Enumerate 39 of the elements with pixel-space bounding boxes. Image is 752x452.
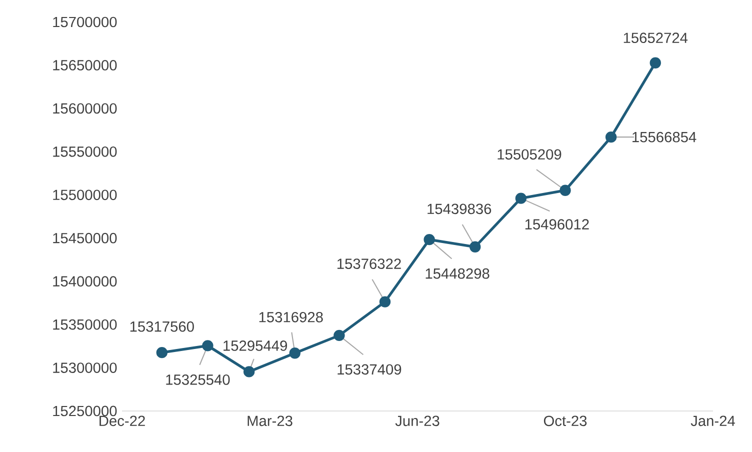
data-label: 15566854 (632, 132, 696, 142)
data-label: 15505209 (498, 149, 562, 160)
point (650, 57, 661, 68)
x-tick-label: Dec-22 (100, 416, 145, 426)
x-tick-label: Jun-23 (395, 416, 440, 426)
point (289, 348, 300, 359)
point (156, 346, 168, 358)
data-label: 15439836 (428, 204, 492, 214)
y-tick-label: 15500000 (53, 190, 117, 200)
data-label: 15448298 (426, 268, 490, 279)
data-label: 15295449 (224, 340, 287, 351)
y-tick-label: 15450000 (53, 232, 117, 244)
x-tick-label: Oct-23 (544, 416, 587, 426)
point (605, 131, 617, 143)
y-tick-label: 15350000 (53, 319, 117, 330)
y-tick-label: 15300000 (53, 362, 117, 373)
point (424, 234, 435, 246)
y-tick-label: 15700000 (53, 16, 117, 28)
point (202, 340, 214, 352)
x-tick-label: Jan-24 (690, 416, 735, 426)
data-label: 15337409 (338, 364, 402, 375)
y-tick-label: 15250000 (53, 406, 117, 416)
point (334, 330, 345, 342)
y-tick-label: 15550000 (53, 146, 117, 157)
point (560, 184, 571, 196)
data-label: 15317560 (130, 321, 194, 332)
data-label: 15325540 (166, 374, 230, 385)
point (379, 296, 391, 308)
data-label: 15652724 (624, 32, 688, 44)
x-tick-label: Mar-23 (248, 416, 292, 426)
y-tick-label: 15400000 (53, 276, 117, 287)
data-label: 15496012 (525, 219, 589, 230)
y-tick-label: 15600000 (53, 103, 117, 114)
y-tick-label: 15650000 (53, 60, 117, 70)
point (515, 192, 527, 204)
data-label: 15376322 (337, 258, 401, 269)
data-label: 15316928 (259, 312, 323, 322)
point (470, 241, 481, 252)
point (243, 366, 255, 378)
